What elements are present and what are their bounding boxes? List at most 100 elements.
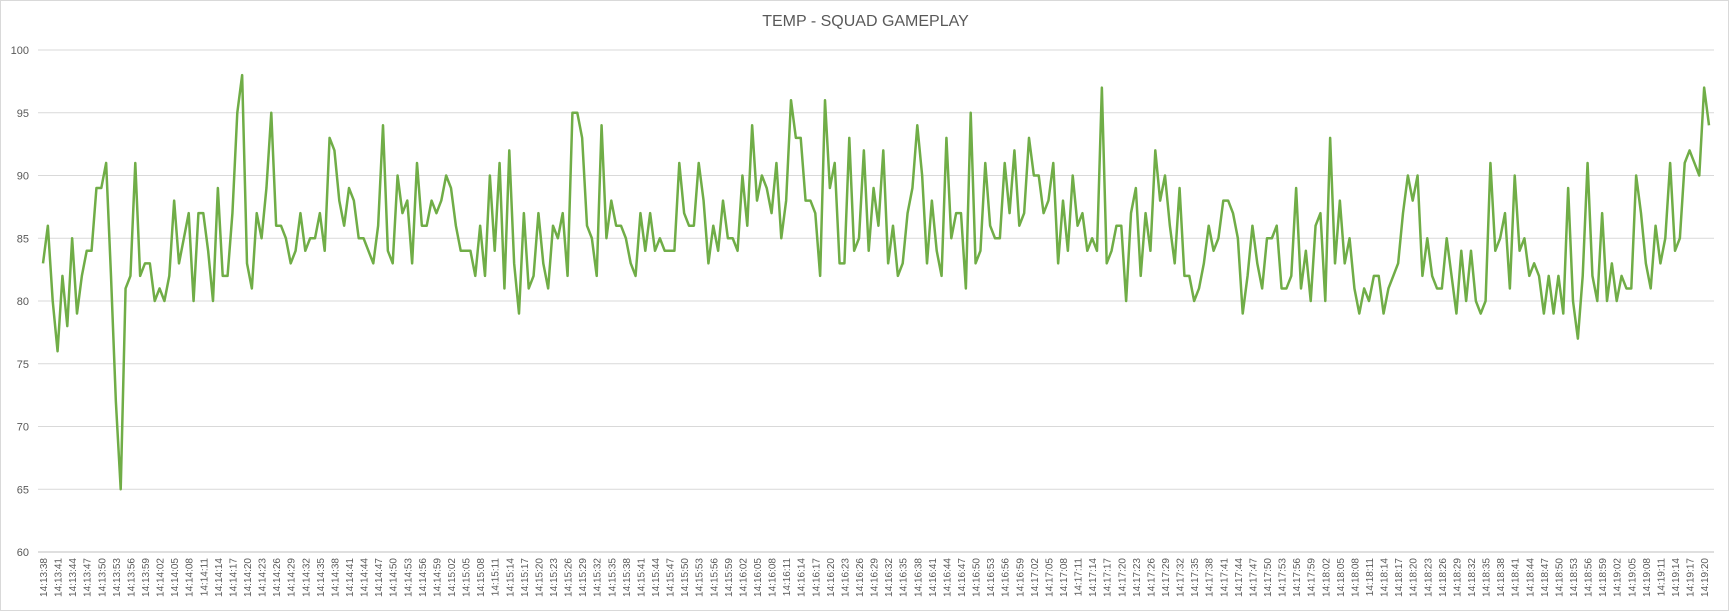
x-tick-label: 14:14:29 (287, 558, 298, 597)
x-tick-label: 14:13:53 (112, 558, 123, 597)
x-tick-label: 14:19:11 (1656, 558, 1667, 597)
x-tick-label: 14:14:05 (170, 558, 181, 597)
x-tick-label: 14:14:47 (374, 558, 385, 597)
x-tick-label: 14:19:02 (1613, 558, 1624, 597)
x-tick-label: 14:13:41 (54, 558, 65, 597)
x-tick-label: 14:14:32 (301, 558, 312, 597)
y-tick-label: 60 (17, 547, 29, 559)
x-tick-label: 14:16:59 (1015, 558, 1026, 597)
x-tick-label: 14:17:14 (1088, 558, 1099, 597)
x-tick-label: 14:17:41 (1219, 558, 1230, 597)
x-tick-label: 14:16:53 (986, 558, 997, 597)
x-tick-label: 14:16:50 (972, 558, 983, 597)
series-line-temp (41, 73, 1711, 491)
x-tick-label: 14:17:29 (1161, 558, 1172, 597)
x-tick-label: 14:19:05 (1627, 558, 1638, 597)
x-tick-label: 14:14:35 (316, 558, 327, 597)
x-tick-label: 14:19:08 (1642, 558, 1653, 597)
x-tick-label: 14:18:02 (1321, 558, 1332, 597)
x-tick-label: 14:19:17 (1686, 558, 1697, 597)
x-tick-label: 14:16:17 (811, 558, 822, 597)
x-tick-label: 14:17:56 (1292, 558, 1303, 597)
x-tick-label: 14:13:44 (68, 558, 79, 597)
x-tick-label: 14:14:44 (360, 558, 371, 597)
x-tick-label: 14:16:29 (870, 558, 881, 597)
x-tick-label: 14:14:08 (185, 558, 196, 597)
x-tick-label: 14:13:38 (39, 558, 50, 597)
x-tick-label: 14:14:14 (214, 558, 225, 597)
x-tick-label: 14:15:26 (564, 558, 575, 597)
x-tick-label: 14:15:08 (476, 558, 487, 597)
x-tick-label: 14:15:47 (666, 558, 677, 597)
x-tick-label: 14:16:35 (899, 558, 910, 597)
x-tick-label: 14:14:17 (228, 558, 239, 597)
x-tick-label: 14:14:11 (199, 558, 210, 597)
x-tick-label: 14:15:14 (505, 558, 516, 597)
x-tick-label: 14:15:35 (607, 558, 618, 597)
x-tick-label: 14:18:59 (1598, 558, 1609, 597)
x-tick-label: 14:15:05 (462, 558, 473, 597)
x-tick-label: 14:16:41 (928, 558, 939, 597)
x-tick-label: 14:13:59 (141, 558, 152, 597)
x-tick-label: 14:14:26 (272, 558, 283, 597)
x-tick-label: 14:17:47 (1248, 558, 1259, 597)
x-tick-label: 14:16:32 (884, 558, 895, 597)
x-tick-label: 14:17:50 (1263, 558, 1274, 597)
x-tick-label: 14:15:20 (534, 558, 545, 597)
x-tick-label: 14:14:38 (330, 558, 341, 597)
x-tick-label: 14:16:56 (1001, 558, 1012, 597)
x-tick-label: 14:16:08 (768, 558, 779, 597)
x-tick-label: 14:14:56 (418, 558, 429, 597)
x-tick-label: 14:13:56 (126, 558, 137, 597)
x-tick-label: 14:18:20 (1409, 558, 1420, 597)
y-tick-label: 100 (11, 45, 29, 57)
y-tick-label: 80 (17, 296, 29, 308)
y-tick-label: 85 (17, 233, 29, 245)
x-tick-label: 14:14:59 (432, 558, 443, 597)
x-tick-label: 14:15:17 (520, 558, 531, 597)
x-tick-label: 14:16:14 (797, 558, 808, 597)
x-tick-label: 14:16:05 (753, 558, 764, 597)
x-tick-label: 14:18:47 (1540, 558, 1551, 597)
x-tick-label: 14:18:53 (1569, 558, 1580, 597)
x-tick-label: 14:17:26 (1146, 558, 1157, 597)
x-tick-label: 14:17:02 (1030, 558, 1041, 597)
x-tick-label: 14:18:05 (1336, 558, 1347, 597)
x-tick-label: 14:16:11 (782, 558, 793, 597)
x-tick-label: 14:13:50 (97, 558, 108, 597)
x-tick-label: 14:17:08 (1059, 558, 1070, 597)
x-tick-label: 14:15:29 (578, 558, 589, 597)
x-tick-label: 14:17:53 (1278, 558, 1289, 597)
x-tick-label: 14:15:23 (549, 558, 560, 597)
x-tick-label: 14:18:08 (1350, 558, 1361, 597)
x-tick-label: 14:18:23 (1423, 558, 1434, 597)
x-tick-label: 14:17:59 (1307, 558, 1318, 597)
x-tick-label: 14:18:35 (1482, 558, 1493, 597)
x-tick-label: 14:14:02 (156, 558, 167, 597)
x-tick-label: 14:13:47 (83, 558, 94, 597)
x-tick-label: 14:17:11 (1074, 558, 1085, 597)
x-tick-label: 14:15:02 (447, 558, 458, 597)
y-tick-label: 70 (17, 422, 29, 434)
x-tick-label: 14:16:26 (855, 558, 866, 597)
y-tick-label: 75 (17, 359, 29, 371)
x-tick-label: 14:17:35 (1190, 558, 1201, 597)
x-tick-label: 14:15:44 (651, 558, 662, 597)
x-tick-label: 14:19:14 (1671, 558, 1682, 597)
chart-title: TEMP - SQUAD GAMEPLAY (762, 13, 969, 30)
x-tick-label: 14:18:32 (1467, 558, 1478, 597)
x-tick-label: 14:17:38 (1205, 558, 1216, 597)
x-tick-label: 14:16:02 (738, 558, 749, 597)
x-tick-label: 14:18:14 (1380, 558, 1391, 597)
x-tick-label: 14:17:05 (1044, 558, 1055, 597)
x-tick-label: 14:15:50 (680, 558, 691, 597)
x-tick-label: 14:17:44 (1234, 558, 1245, 597)
y-tick-label: 65 (17, 484, 29, 496)
x-tick-label: 14:18:50 (1554, 558, 1565, 597)
x-tick-label: 14:14:20 (243, 558, 254, 597)
y-tick-label: 95 (17, 108, 29, 120)
x-tick-label: 14:18:11 (1365, 558, 1376, 597)
x-tick-label: 14:16:23 (840, 558, 851, 597)
